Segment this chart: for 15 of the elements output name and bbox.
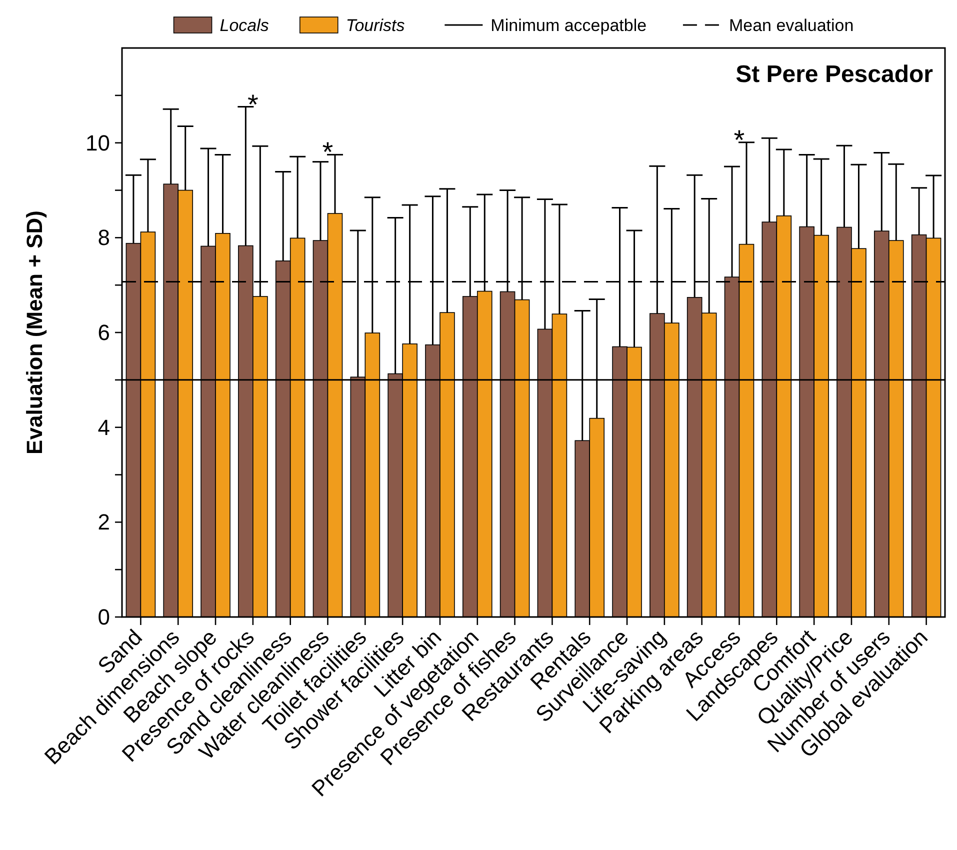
legend-label: Mean evaluation	[728, 16, 854, 34]
y-tick-label: 8	[98, 225, 110, 250]
y-tick-label: 6	[98, 320, 110, 345]
legend-label: Tourists	[346, 16, 406, 34]
y-tick-label: 2	[98, 510, 110, 535]
y-tick-label: 0	[98, 604, 110, 630]
legend-label: Minimum accepatble	[490, 16, 647, 34]
y-tick-label: 10	[86, 130, 110, 156]
text: St Pere Pescador	[736, 61, 933, 88]
legend-label: Locals	[220, 16, 270, 34]
annotation: *	[322, 136, 334, 168]
y-axis-title: Evaluation (Mean + SD)	[22, 210, 46, 454]
y-tick-label: 4	[98, 414, 110, 440]
annotation: *	[734, 124, 745, 155]
annotation: *	[247, 88, 258, 120]
